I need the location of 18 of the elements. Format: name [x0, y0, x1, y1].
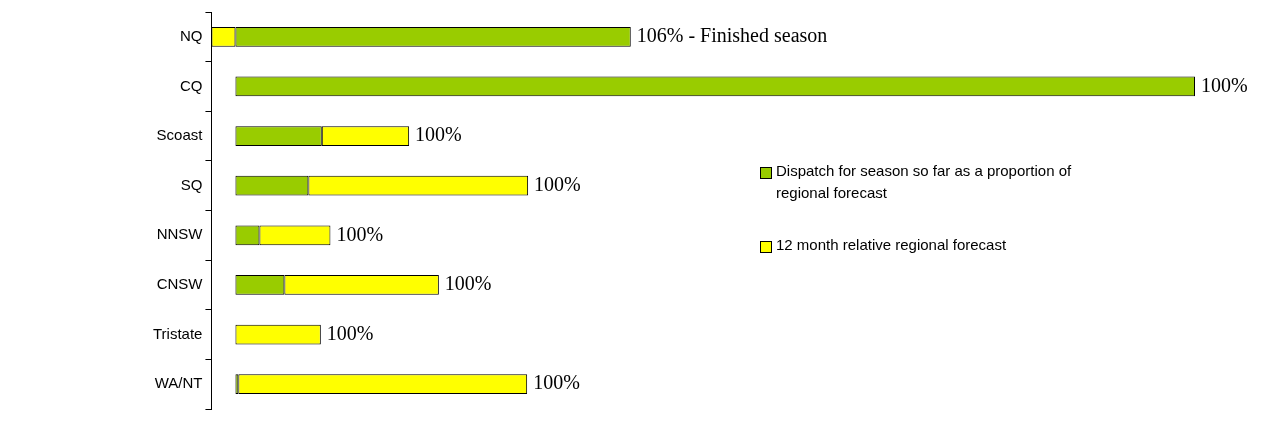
- text: 100%: [1201, 73, 1248, 96]
- y-tick-label: SQ: [180, 175, 203, 193]
- y-tick-label: NNSW: [156, 225, 204, 243]
- annotation: 100%: [444, 272, 492, 295]
- y-tick-label: WA/NT: [154, 374, 203, 392]
- legend-label: 12 month relative regional forecast: [776, 235, 1007, 255]
- y-tick-label: Scoast: [156, 126, 204, 144]
- y-tick-label: NQ: [179, 26, 203, 44]
- annotation: 100%: [415, 123, 462, 146]
- y-tick-label: CNSW: [156, 275, 204, 293]
- y-tick-label: CQ: [179, 76, 203, 94]
- annotation: 106% - Finished season: [636, 24, 828, 47]
- annotation: 100%: [336, 222, 384, 245]
- y-tick-label: Tristate: [153, 324, 203, 342]
- annotation: 100%: [533, 371, 580, 394]
- legend-label: Dispatch for season so far as a proportion of regional forecast: [776, 161, 1073, 203]
- annotation: 100%: [534, 172, 581, 195]
- annotation: 100%: [326, 321, 374, 344]
